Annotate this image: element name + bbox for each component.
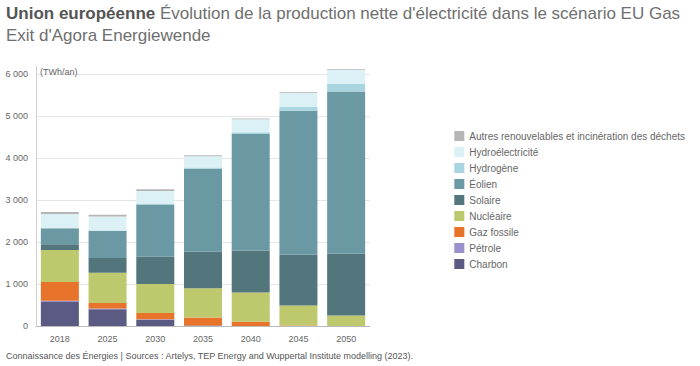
svg-text:2035: 2035 <box>193 334 213 344</box>
svg-text:Solaire: Solaire <box>469 195 501 206</box>
svg-text:Nucléaire: Nucléaire <box>469 211 512 222</box>
svg-text:Hydrogène: Hydrogène <box>469 163 518 174</box>
svg-text:4 000: 4 000 <box>5 153 28 163</box>
svg-text:Autres renouvelables et inciné: Autres renouvelables et incinération des… <box>469 131 685 142</box>
svg-text:6 000: 6 000 <box>5 69 28 79</box>
html-text:Union européenne Évolution de: Union européenne Évolution de la product… <box>6 4 681 45</box>
svg-text:Charbon: Charbon <box>469 259 507 270</box>
svg-text:3 000: 3 000 <box>5 195 28 205</box>
svg-text:Éolien: Éolien <box>469 178 497 190</box>
svg-text:2018: 2018 <box>50 334 70 344</box>
svg-text:(TWh/an): (TWh/an) <box>40 67 78 77</box>
svg-text:2050: 2050 <box>336 334 356 344</box>
svg-text:5 000: 5 000 <box>5 111 28 121</box>
svg-text:Pétrole: Pétrole <box>469 243 501 254</box>
svg-text:Hydroélectricité: Hydroélectricité <box>469 147 538 158</box>
svg-text:2025: 2025 <box>98 334 118 344</box>
svg-text:2 000: 2 000 <box>5 237 28 247</box>
svg-text:0: 0 <box>23 321 28 331</box>
html-text:Connaissance des Énergies | So: Connaissance des Énergies | Sources : Ar… <box>6 351 414 361</box>
svg-text:2040: 2040 <box>241 334 261 344</box>
svg-text:2030: 2030 <box>145 334 165 344</box>
svg-text:2045: 2045 <box>288 334 308 344</box>
svg-text:Gaz fossile: Gaz fossile <box>469 227 519 238</box>
svg-text:1 000: 1 000 <box>5 279 28 289</box>
